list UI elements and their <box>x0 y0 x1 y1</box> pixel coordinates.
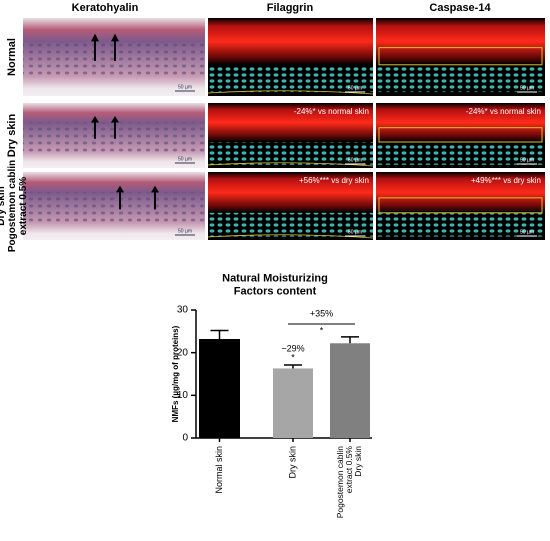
scale-bar-label: 50 µm <box>178 156 192 162</box>
annotation: +35% <box>310 308 333 318</box>
y-tick-label: 20 <box>177 347 189 358</box>
annotation: −29% <box>281 343 304 353</box>
x-tick-label: Dry skin <box>287 446 297 479</box>
arrow-head <box>91 116 99 123</box>
image-annotation: +49%*** vs dry skin <box>471 176 541 185</box>
bar <box>273 368 313 438</box>
nuclei <box>376 64 545 93</box>
nuclei <box>376 212 545 237</box>
nuclei <box>208 64 373 93</box>
x-tick-label: Pogostemon cablinextract 0.5%Dry skin <box>335 446 363 519</box>
arrow-head <box>91 33 99 42</box>
scale-bar-label: 50 µm <box>520 85 534 91</box>
column-header: Keratohyalin <box>72 2 139 14</box>
scale-bar-label: 50 µm <box>178 84 192 90</box>
roi-box <box>378 197 543 214</box>
nuclei <box>208 142 373 165</box>
bar <box>330 343 370 438</box>
bar <box>199 339 240 438</box>
column-header: Caspase-14 <box>429 2 491 14</box>
arrow-head <box>116 185 124 193</box>
scale-bar-label: 50 µm <box>348 85 362 91</box>
arrow-head <box>111 116 119 123</box>
arrow-head <box>111 33 119 42</box>
row-label: Dry skin <box>6 114 18 158</box>
basal-line <box>207 162 374 167</box>
image-annotation: +56%*** vs dry skin <box>299 176 369 185</box>
chart-title: Natural Moisturizing Factors content <box>222 272 328 297</box>
y-tick-label: 10 <box>177 390 189 401</box>
basal-line <box>207 234 374 239</box>
image-annotation: -24%* vs normal skin <box>294 107 369 116</box>
arrow-head <box>151 185 159 193</box>
image-annotation: -24%* vs normal skin <box>466 107 541 116</box>
y-tick-label: 0 <box>182 433 188 444</box>
y-tick-label: 30 <box>177 305 189 316</box>
roi-box <box>378 127 543 143</box>
nuclei <box>208 212 373 237</box>
scale-bar-label: 50 µm <box>348 229 362 235</box>
he-cells <box>23 192 205 223</box>
basal-line <box>207 90 374 95</box>
scale-bar-label: 50 µm <box>520 157 534 163</box>
annotation: * <box>320 325 324 335</box>
x-tick-label: Normal skin <box>214 446 224 494</box>
y-axis-label: NMFs (µg/mg of proteins) <box>171 325 180 422</box>
scale-bar-label: 50 µm <box>178 228 192 234</box>
scale-bar-label: 50 µm <box>348 157 362 163</box>
roi-box <box>378 47 543 66</box>
annotation: * <box>291 352 295 362</box>
column-header: Filaggrin <box>267 2 314 14</box>
scale-bar-label: 50 µm <box>520 229 534 235</box>
nuclei <box>376 142 545 165</box>
row-label: Dry skinPogostemon cablinextract 0.5% <box>0 160 29 252</box>
micrographs: 50 µm 50 µm 50 µm 50 µm 50 µm -24%* vs normal… <box>23 18 545 240</box>
row-label: Normal <box>6 38 18 76</box>
